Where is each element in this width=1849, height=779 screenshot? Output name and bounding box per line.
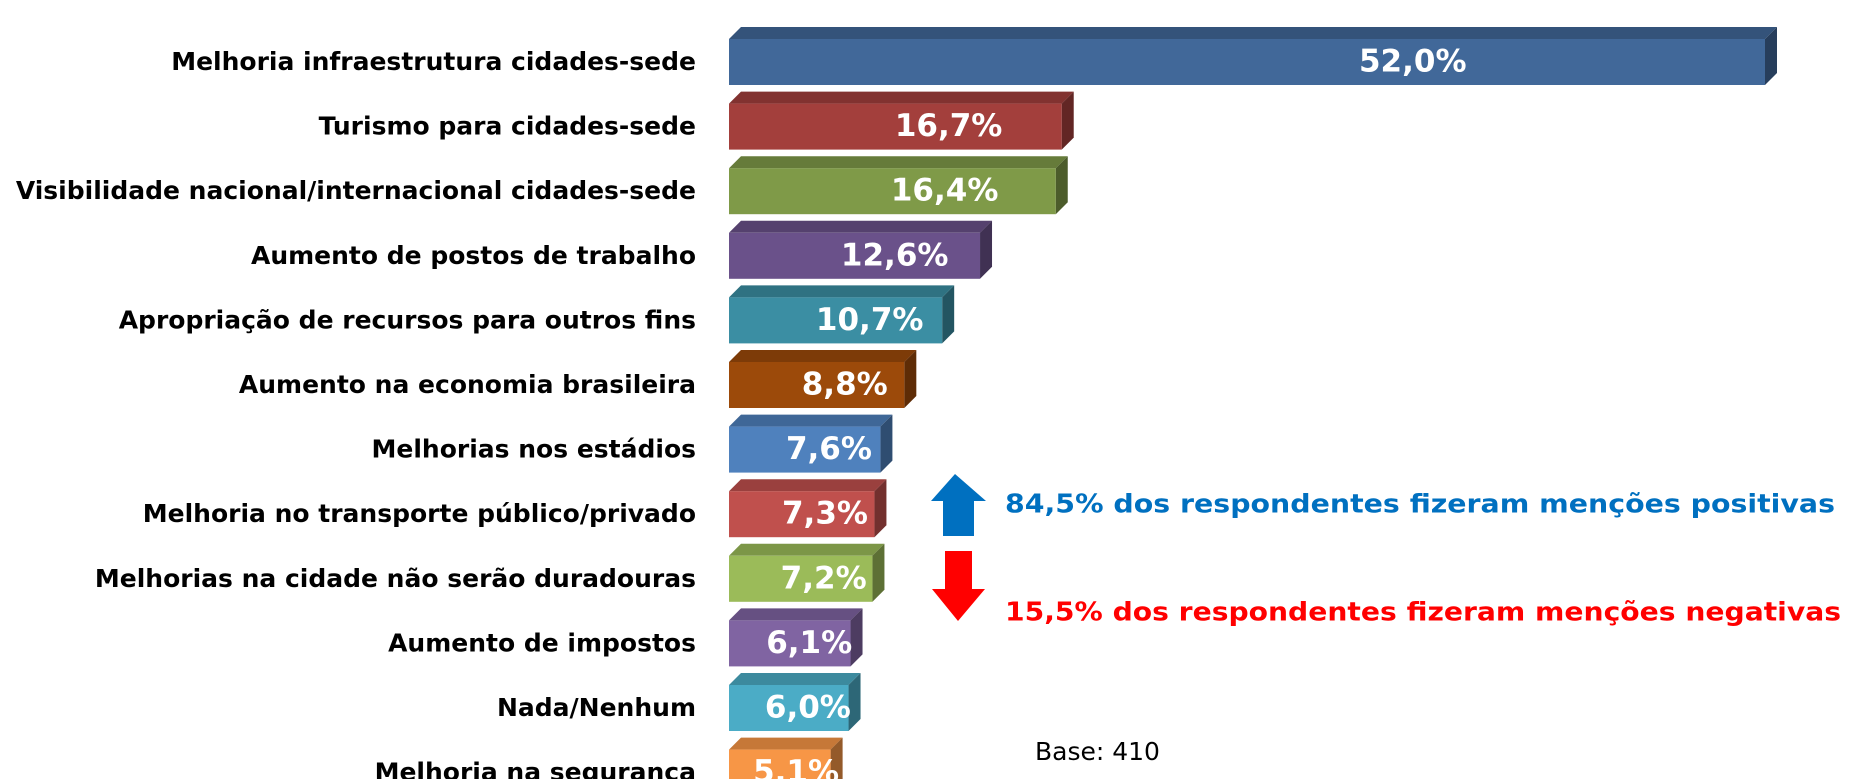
bar-top	[729, 608, 863, 620]
arrow-up	[931, 474, 986, 536]
value-label: 7,6%	[786, 431, 872, 467]
value-label: 5,1%	[753, 754, 839, 779]
bar-top	[729, 415, 892, 427]
category-label: Melhoria no transporte público/privado	[143, 499, 696, 528]
bar-top	[729, 156, 1068, 168]
bar-top	[729, 350, 916, 362]
value-label: 7,3%	[782, 496, 868, 532]
bar	[729, 39, 1765, 85]
category-label: Melhoria na segurança	[375, 758, 696, 779]
chart: 84,5% dos respondentes fizeram menções p…	[0, 0, 1849, 779]
category-label: Turismo para cidades-sede	[319, 112, 696, 141]
category-label: Aumento na economia brasileira	[239, 370, 696, 399]
bar-top	[729, 92, 1074, 104]
value-label: 16,4%	[891, 173, 999, 209]
value-label: 10,7%	[816, 302, 924, 338]
bar-top	[729, 544, 884, 556]
bar-top	[729, 27, 1777, 39]
category-label: Visibilidade nacional/internacional cida…	[16, 176, 696, 205]
value-label: 6,1%	[766, 625, 852, 661]
value-label: 16,7%	[895, 108, 1003, 144]
value-label: 7,2%	[781, 560, 867, 596]
category-label: Melhorias nos estádios	[372, 435, 696, 464]
category-label: Melhorias na cidade não serão duradouras	[95, 564, 696, 593]
bar-top	[729, 285, 954, 297]
bar-top	[729, 221, 992, 233]
bar-top	[729, 479, 886, 491]
annotation-positive: 84,5% dos respondentes fizeram menções p…	[1005, 490, 1835, 520]
value-label: 8,8%	[802, 367, 888, 403]
value-label: 6,0%	[765, 690, 851, 726]
bar-top	[729, 673, 861, 685]
category-label: Melhoria infraestrutura cidades-sede	[171, 47, 696, 76]
base-note: Base: 410	[1035, 737, 1160, 766]
category-label: Aumento de postos de trabalho	[251, 241, 696, 270]
category-label: Nada/Nenhum	[497, 693, 696, 722]
category-label: Aumento de impostos	[388, 628, 696, 657]
bar-top	[729, 738, 843, 750]
category-label: Apropriação de recursos para outros fins	[119, 305, 696, 334]
value-label: 52,0%	[1359, 44, 1467, 80]
value-label: 12,6%	[841, 237, 949, 273]
arrow-down	[932, 551, 985, 621]
annotation-negative: 15,5% dos respondentes fizeram menções n…	[1005, 598, 1841, 628]
